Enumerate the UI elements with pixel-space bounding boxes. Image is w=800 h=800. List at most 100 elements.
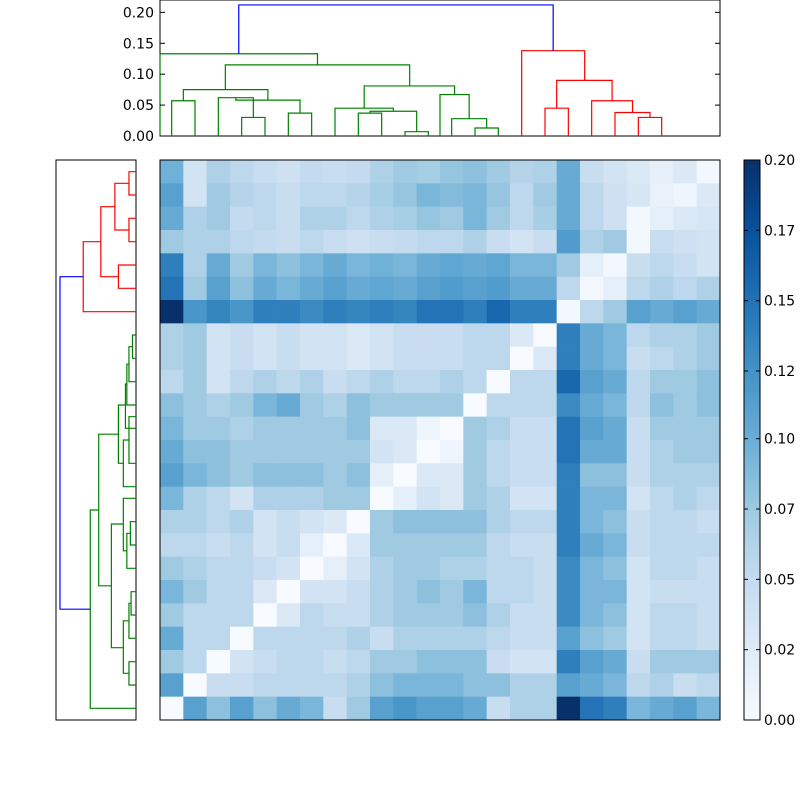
heatmap-cell xyxy=(463,580,487,604)
heatmap-cell xyxy=(440,253,464,277)
heatmap-cell xyxy=(463,440,487,464)
heatmap-cell xyxy=(626,346,651,371)
heatmap-cell xyxy=(276,346,301,371)
heatmap-cell xyxy=(230,300,254,324)
heatmap-cell xyxy=(183,276,207,301)
heatmap-cell xyxy=(440,393,464,417)
heatmap-cell xyxy=(580,346,604,371)
heatmap-cell xyxy=(323,230,347,254)
heatmap-cell xyxy=(253,556,277,581)
heatmap-cell xyxy=(300,370,324,394)
heatmap-cell xyxy=(370,486,394,511)
heatmap-cell xyxy=(393,556,417,581)
heatmap-cell xyxy=(463,206,487,231)
heatmap-cell xyxy=(370,253,394,277)
heatmap-cell xyxy=(510,160,534,184)
heatmap-cell xyxy=(533,393,557,417)
heatmap-cell xyxy=(253,253,277,277)
heatmap-cell xyxy=(230,160,254,184)
heatmap-cell xyxy=(510,393,534,417)
heatmap-cell xyxy=(253,230,277,254)
heatmap-cell xyxy=(463,300,487,324)
heatmap-cell xyxy=(183,253,207,277)
heatmap-cell xyxy=(486,370,511,394)
heatmap-cell xyxy=(323,323,347,347)
heatmap-cell xyxy=(393,650,417,674)
heatmap-cell xyxy=(416,276,441,301)
heatmap-cell xyxy=(580,160,604,184)
heatmap-cell xyxy=(346,253,371,277)
heatmap-cell xyxy=(160,580,184,604)
heatmap-cell xyxy=(603,206,627,231)
heatmap-cell xyxy=(183,696,207,721)
heatmap-cell xyxy=(696,486,721,511)
heatmap-cell xyxy=(556,346,581,371)
heatmap-cell xyxy=(510,323,534,347)
heatmap-cell xyxy=(253,416,277,441)
heatmap-cell xyxy=(230,393,254,417)
heatmap-cell xyxy=(416,183,441,207)
heatmap-cell xyxy=(300,206,324,231)
heatmap-cell xyxy=(533,416,557,441)
heatmap-cell xyxy=(416,486,441,511)
heatmap-cell xyxy=(346,696,371,721)
heatmap-cell xyxy=(556,603,581,627)
heatmap-cell xyxy=(626,160,651,184)
heatmap-cell xyxy=(300,673,324,697)
heatmap-cell xyxy=(370,673,394,697)
heatmap-cell xyxy=(650,370,674,394)
heatmap-cell xyxy=(440,533,464,557)
heatmap-cell xyxy=(626,463,651,487)
heatmap-cell xyxy=(323,160,347,184)
heatmap-cell xyxy=(440,603,464,627)
heatmap-cell xyxy=(533,300,557,324)
heatmap-cell xyxy=(673,160,697,184)
heatmap-cell xyxy=(556,416,581,441)
heatmap-cell xyxy=(276,556,301,581)
heatmap-cell xyxy=(650,416,674,441)
heatmap-cell xyxy=(510,206,534,231)
heatmap-cell xyxy=(603,183,627,207)
heatmap-cell xyxy=(276,603,301,627)
heatmap-cell xyxy=(370,416,394,441)
heatmap-cell xyxy=(650,230,674,254)
heatmap-cell xyxy=(160,673,184,697)
heatmap-cell xyxy=(160,463,184,487)
heatmap-cell xyxy=(650,556,674,581)
heatmap-cell xyxy=(206,510,231,534)
heatmap-cell xyxy=(603,626,627,651)
colorbar-tick-label: 0.02 xyxy=(764,643,795,659)
left-dendrogram-frame xyxy=(55,159,137,721)
heatmap-cell xyxy=(253,580,277,604)
heatmap-cell xyxy=(183,416,207,441)
heatmap-cell xyxy=(206,673,231,697)
heatmap-cell xyxy=(533,580,557,604)
heatmap-cell xyxy=(393,346,417,371)
heatmap-cell xyxy=(206,533,231,557)
heatmap-cell xyxy=(206,463,231,487)
heatmap-cell xyxy=(580,696,604,721)
heatmap-cell xyxy=(276,370,301,394)
heatmap-cell xyxy=(370,603,394,627)
heatmap-cell xyxy=(416,673,441,697)
colorbar-tick-label: 0.07 xyxy=(764,502,795,518)
heatmap-cell xyxy=(276,230,301,254)
heatmap-cell xyxy=(556,370,581,394)
heatmap-cell xyxy=(440,230,464,254)
heatmap-cell xyxy=(323,626,347,651)
heatmap-cell xyxy=(393,416,417,441)
heatmap-cell xyxy=(183,533,207,557)
heatmap-cell xyxy=(463,556,487,581)
heatmap-cell xyxy=(370,300,394,324)
heatmap-cell xyxy=(580,230,604,254)
heatmap-cell xyxy=(533,160,557,184)
heatmap-cell xyxy=(673,440,697,464)
heatmap-cell xyxy=(183,370,207,394)
heatmap-cell xyxy=(206,440,231,464)
heatmap-cell xyxy=(346,323,371,347)
heatmap-cell xyxy=(370,510,394,534)
heatmap-cell xyxy=(486,160,511,184)
heatmap-cell xyxy=(253,440,277,464)
heatmap-cell xyxy=(580,253,604,277)
heatmap-cell xyxy=(626,393,651,417)
